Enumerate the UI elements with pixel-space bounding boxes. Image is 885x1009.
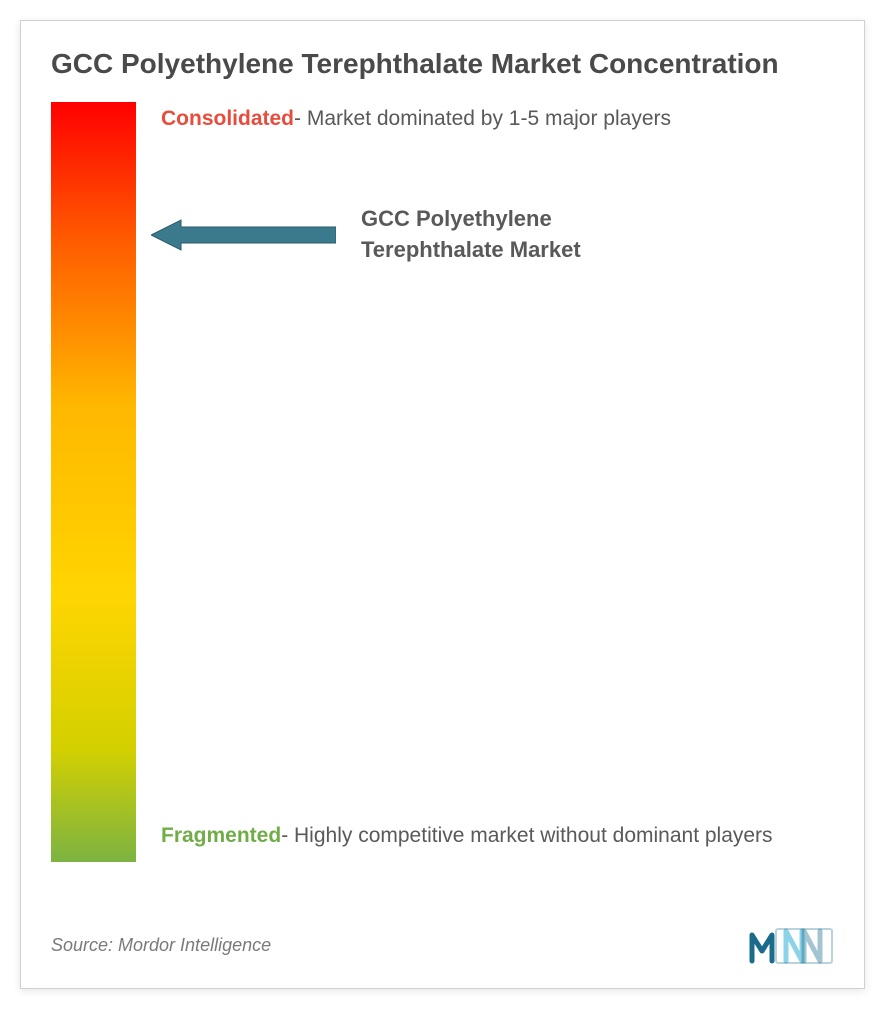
footer: Source: Mordor Intelligence [51,923,834,968]
diagram-title: GCC Polyethylene Terephthalate Market Co… [51,46,834,82]
fragmented-word: Fragmented [161,824,281,847]
content-area: Consolidated- Market dominated by 1-5 ma… [51,102,834,862]
consolidated-word: Consolidated [161,107,294,130]
concentration-gradient-bar [51,102,136,862]
arrow-icon [151,218,336,252]
text-content: Consolidated- Market dominated by 1-5 ma… [136,102,834,862]
mordor-logo-icon [744,923,834,968]
fragmented-label: Fragmented- Highly competitive market wi… [161,819,814,853]
consolidated-label: Consolidated- Market dominated by 1-5 ma… [161,102,814,136]
source-attribution: Source: Mordor Intelligence [51,935,271,956]
pointer-label: GCC Polyethylene Terephthalate Market [361,204,681,266]
fragmented-description: - Highly competitive market without domi… [281,824,772,847]
market-concentration-diagram: GCC Polyethylene Terephthalate Market Co… [20,20,865,989]
consolidated-description: - Market dominated by 1-5 major players [294,107,671,130]
market-pointer: GCC Polyethylene Terephthalate Market [151,204,681,266]
